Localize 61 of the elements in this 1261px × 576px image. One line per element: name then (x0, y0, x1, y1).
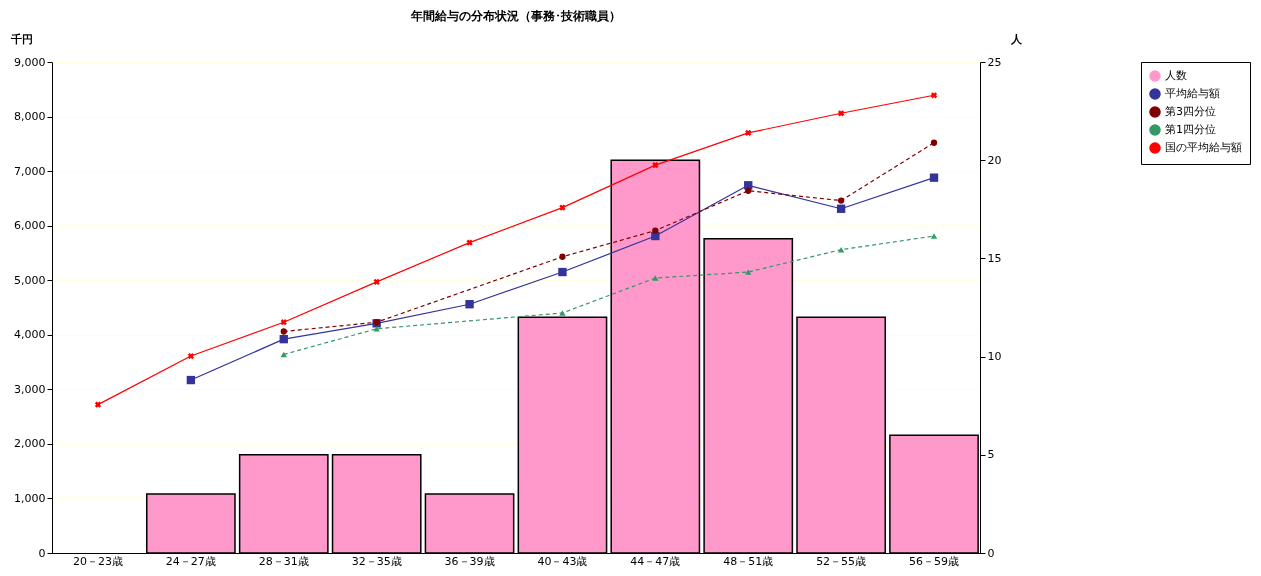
point (559, 253, 566, 260)
point (837, 110, 845, 117)
point (187, 352, 195, 360)
point (373, 278, 380, 285)
point (929, 173, 939, 182)
y2-axis-title: 人 (1009, 32, 1023, 46)
point (836, 204, 846, 213)
x-tick-label: 20－23歳 (72, 554, 123, 568)
x-tick-label: 28－31歳 (258, 554, 309, 568)
point (652, 227, 659, 234)
y2-tick-label: 10 (987, 350, 1002, 364)
point (652, 275, 659, 281)
point (745, 269, 752, 275)
y-tick-label: 7,000 (14, 164, 46, 178)
legend-label: 第1四分位 (1165, 123, 1216, 136)
x-tick-label: 44－47歳 (630, 554, 681, 568)
x-tick-label: 48－51歳 (723, 554, 774, 568)
y-tick-label: 9,000 (14, 55, 46, 69)
legend-label: 第3四分位 (1165, 105, 1216, 118)
point (745, 129, 752, 137)
legend-label: 国の平均給与額 (1165, 141, 1242, 154)
point (373, 326, 380, 332)
point (280, 328, 287, 335)
y2-tick-label: 0 (987, 546, 995, 560)
y2-tick-label: 5 (987, 448, 995, 462)
point (745, 187, 752, 194)
y-tick-label: 0 (38, 546, 46, 560)
x-tick-label: 56－59歳 (909, 554, 960, 568)
point (94, 401, 102, 408)
chart-title: 年間給与の分布状況（事務･技術職員） (410, 9, 621, 23)
point (280, 319, 287, 326)
point (280, 351, 287, 358)
y-tick-label: 8,000 (14, 110, 46, 124)
point (465, 300, 474, 309)
y-tick-label: 1,000 (14, 491, 46, 505)
y2-tick-label: 25 (987, 55, 1002, 69)
y2-tick-label: 20 (987, 153, 1002, 167)
y-tick-label: 2,000 (14, 437, 46, 451)
point (930, 92, 938, 99)
x-tick-label: 36－39歳 (444, 554, 495, 568)
point (559, 310, 566, 316)
x-tick-label: 24－27歳 (165, 554, 216, 568)
point (930, 233, 938, 239)
y-tick-label: 6,000 (14, 219, 46, 233)
legend-label: 平均給与額 (1165, 87, 1220, 100)
point (930, 139, 938, 146)
y2-tick-label: 15 (987, 251, 1002, 265)
point (558, 267, 567, 277)
y-tick-label: 3,000 (14, 382, 46, 396)
y-tick-label: 4,000 (14, 328, 46, 342)
x-tick-label: 40－43歳 (537, 554, 588, 568)
y-tick-label: 5,000 (14, 273, 46, 287)
x-tick-label: 52－55歳 (816, 554, 867, 568)
point (651, 231, 660, 241)
legend-label: 人数 (1165, 69, 1187, 82)
point (652, 161, 659, 169)
point (279, 334, 288, 344)
point (186, 375, 196, 385)
x-tick-label: 32－35歳 (351, 554, 402, 568)
point (837, 197, 845, 204)
y-axis-title: 千円 (9, 32, 33, 46)
